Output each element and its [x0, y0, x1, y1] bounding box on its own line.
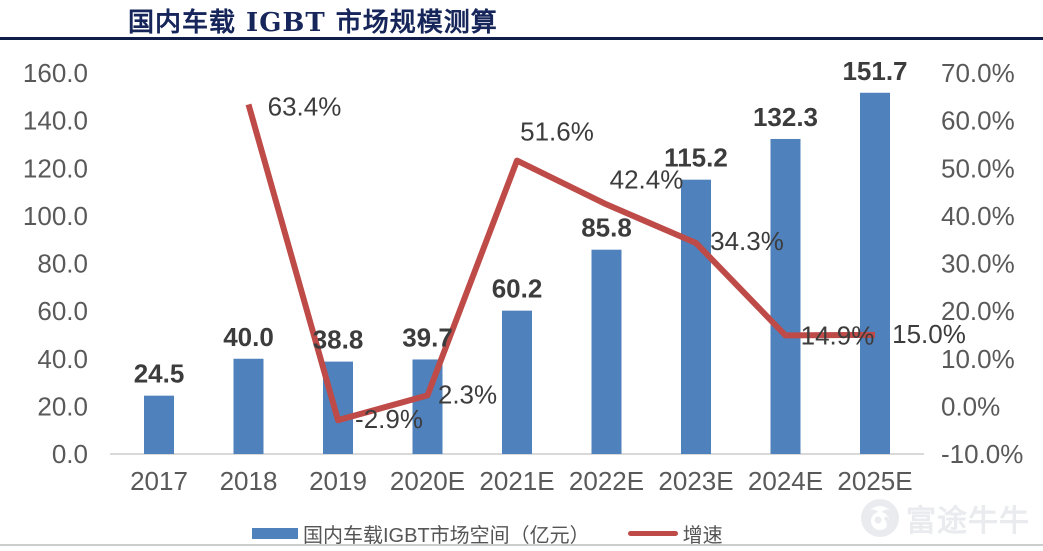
line-value-label: -2.9% — [355, 404, 423, 434]
left-axis-tick: 40.0 — [37, 344, 88, 374]
chart-legend: 国内车载IGBT市场空间（亿元） 增速 — [252, 520, 723, 547]
legend-line-swatch — [627, 530, 678, 536]
right-axis-tick: 70.0% — [941, 58, 1015, 88]
x-axis-label: 2017 — [130, 466, 188, 496]
right-axis-tick: -10.0% — [941, 439, 1023, 469]
right-axis-tick: 0.0% — [941, 391, 1000, 421]
right-axis-tick: 50.0% — [941, 153, 1015, 183]
x-axis-label: 2018 — [220, 466, 278, 496]
right-axis-tick: 30.0% — [941, 249, 1015, 279]
x-axis-label: 2025E — [837, 466, 912, 496]
bar-value-label: 60.2 — [492, 274, 543, 304]
growth-line — [245, 103, 876, 424]
bar-2022E — [591, 249, 622, 454]
bar-value-label: 40.0 — [223, 322, 274, 352]
title-underline — [0, 37, 1043, 40]
bar-2018 — [233, 358, 264, 454]
line-value-label: 34.3% — [710, 226, 784, 256]
legend-line-label: 增速 — [682, 524, 723, 547]
bar-value-label: 132.3 — [753, 102, 818, 132]
line-value-label: 51.6% — [520, 117, 594, 147]
watermark-text: 富途牛牛 — [906, 505, 1030, 538]
chart-title: 国内车载 IGBT 市场规模测算 — [128, 8, 498, 38]
x-axis-label: 2020E — [390, 466, 465, 496]
bar-value-label: 39.7 — [402, 322, 453, 352]
left-axis-tick: 60.0 — [37, 296, 88, 326]
left-axis-tick: 80.0 — [37, 249, 88, 279]
left-axis-tick: 0.0 — [52, 439, 88, 469]
futu-bull-logo-icon — [861, 499, 899, 537]
x-axis-label: 2019 — [309, 466, 367, 496]
line-value-label: 14.9% — [801, 320, 875, 350]
line-value-label: 15.0% — [892, 319, 966, 349]
bar-value-label: 38.8 — [313, 325, 364, 355]
x-axis-label: 2024E — [748, 466, 823, 496]
left-axis-tick: 20.0 — [37, 391, 88, 421]
bar-value-label: 115.2 — [664, 143, 728, 173]
line-value-label: 63.4% — [268, 91, 342, 121]
legend-bar-label: 国内车载IGBT市场空间（亿元） — [303, 524, 590, 547]
left-axis-tick: 120.0 — [23, 153, 88, 183]
line-value-label: 2.3% — [438, 379, 497, 409]
right-axis-tick: 40.0% — [941, 201, 1015, 231]
x-axis-label: 2021E — [479, 466, 554, 496]
bar-2024E — [770, 138, 801, 454]
line-value-label: 42.4% — [610, 164, 684, 194]
x-axis-label: 2023E — [658, 466, 733, 496]
right-axis-tick: 10.0% — [941, 344, 1015, 374]
bar-value-label: 151.7 — [842, 56, 907, 86]
bar-value-label: 24.5 — [134, 359, 185, 389]
legend-bar-swatch — [252, 527, 298, 539]
watermark: 富途牛牛 — [860, 498, 1030, 538]
bar-2021E — [502, 310, 532, 454]
left-axis-tick: 160.0 — [23, 58, 88, 88]
bar-2025E — [860, 92, 890, 454]
left-axis-tick: 100.0 — [23, 201, 88, 231]
right-axis-tick: 60.0% — [941, 106, 1015, 136]
left-axis-tick: 140.0 — [23, 106, 88, 136]
x-axis-label: 2022E — [569, 466, 644, 496]
bottom-border — [0, 544, 1043, 546]
bar-value-label: 85.8 — [581, 213, 632, 243]
bar-2023E — [681, 179, 711, 454]
right-axis-tick: 20.0% — [941, 296, 1015, 326]
bar-2017 — [144, 395, 174, 454]
